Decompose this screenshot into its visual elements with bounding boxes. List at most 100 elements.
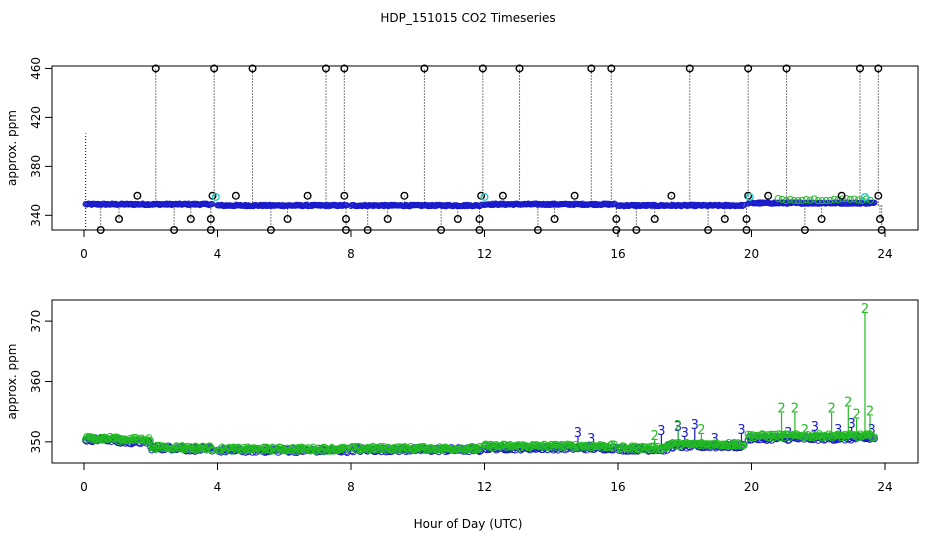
peak-glyph: 2 — [674, 419, 682, 434]
data-point — [176, 444, 184, 452]
outlier-point — [612, 214, 621, 223]
peak-glyph: 2 — [731, 438, 739, 453]
outlier-point — [742, 214, 751, 223]
outlier-point — [115, 214, 124, 223]
outlier-point — [340, 191, 349, 200]
data-point — [203, 444, 212, 452]
peak-glyph: 2 — [861, 302, 869, 317]
outlier-point — [206, 214, 215, 223]
outlier-point — [837, 191, 846, 200]
peak-glyph: 2 — [827, 402, 835, 417]
x-tick-label: 24 — [877, 480, 892, 494]
y-tick-label: 340 — [29, 204, 43, 227]
data-point — [802, 195, 810, 203]
data-point — [341, 446, 349, 454]
data-point — [850, 195, 858, 203]
x-tick-label: 20 — [744, 480, 759, 494]
outlier-point — [533, 225, 542, 234]
data-point — [862, 195, 870, 203]
outlier-point — [363, 225, 372, 234]
outlier-point — [685, 64, 694, 73]
outlier-point — [764, 191, 773, 200]
peak-glyph: 2 — [791, 402, 799, 417]
data-point — [741, 201, 748, 209]
peak-glyph: 3 — [834, 423, 842, 438]
peak-glyph: 2 — [852, 408, 860, 423]
outlier-point — [550, 214, 559, 223]
outlier-point — [744, 191, 753, 200]
cyan-point — [211, 192, 220, 201]
outlier-point — [340, 64, 349, 73]
data-point — [798, 196, 806, 204]
data-point — [648, 446, 656, 454]
peak-glyph: 3 — [587, 432, 595, 447]
top-panel: 0 4 8 12 16 20 24 340 380 420 460 approx. ppm — [5, 57, 919, 261]
data-point — [806, 196, 814, 204]
data-point — [475, 443, 484, 451]
peak-glyph: 3 — [691, 418, 699, 433]
data-point — [740, 441, 748, 449]
outlier-point — [632, 225, 641, 234]
peak-glyph: 3 — [811, 420, 819, 435]
outlier-point — [266, 225, 275, 234]
x-tick-label: 12 — [477, 480, 492, 494]
outlier-point — [303, 191, 312, 200]
outlier-point — [704, 225, 713, 234]
data-point — [460, 446, 468, 455]
outlier-point — [170, 225, 179, 234]
outlier-point — [475, 214, 484, 223]
x-tick-label: 24 — [877, 247, 892, 261]
peak-glyph: 2 — [697, 423, 705, 438]
data-point — [814, 197, 822, 205]
outlier-point — [133, 191, 142, 200]
data-point — [610, 440, 618, 448]
outlier-point — [420, 64, 429, 73]
y-tick-label: 370 — [29, 310, 43, 333]
peak-glyph: 3 — [868, 423, 876, 438]
outlier-point — [874, 64, 883, 73]
data-point — [208, 200, 215, 208]
cyan-point — [480, 192, 489, 201]
outlier-point — [383, 214, 392, 223]
data-point — [614, 445, 622, 453]
y-tick-label: 460 — [29, 57, 43, 80]
y-tick-label: 420 — [29, 106, 43, 129]
data-point — [607, 441, 615, 449]
outlier-point — [151, 64, 160, 73]
outlier-point — [453, 214, 462, 223]
data-point — [690, 439, 698, 447]
x-tick-label: 0 — [80, 480, 88, 494]
data-point — [782, 197, 790, 205]
y-tick-label: 380 — [29, 155, 43, 178]
data-point — [608, 440, 616, 448]
outlier-point — [874, 191, 883, 200]
data-point — [846, 195, 854, 203]
outlier-point — [587, 64, 596, 73]
x-tick-label: 4 — [214, 247, 222, 261]
outlier-point — [667, 191, 676, 200]
cyan-point — [745, 192, 754, 201]
x-tick-label: 16 — [610, 480, 625, 494]
x-tick-label: 8 — [347, 247, 355, 261]
peak-glyph: 2 — [844, 396, 852, 411]
outlier-point — [475, 225, 484, 234]
x-axis-title: Hour of Day (UTC) — [414, 517, 523, 531]
data-point — [854, 196, 862, 204]
data-point — [810, 195, 818, 203]
outlier-point — [744, 64, 753, 73]
outlier-point — [186, 214, 195, 223]
y-axis-title: approx. ppm — [5, 344, 19, 420]
peak-glyph: 2 — [866, 405, 874, 420]
outlier-point — [720, 214, 729, 223]
data-point — [321, 444, 329, 452]
data-point — [866, 196, 874, 204]
outlier-point — [877, 225, 886, 234]
data-point — [461, 445, 470, 453]
outlier-point — [650, 214, 659, 223]
outlier-point — [817, 214, 826, 223]
outlier-point — [875, 214, 884, 223]
outlier-point — [206, 225, 215, 234]
outlier-point — [612, 225, 621, 234]
